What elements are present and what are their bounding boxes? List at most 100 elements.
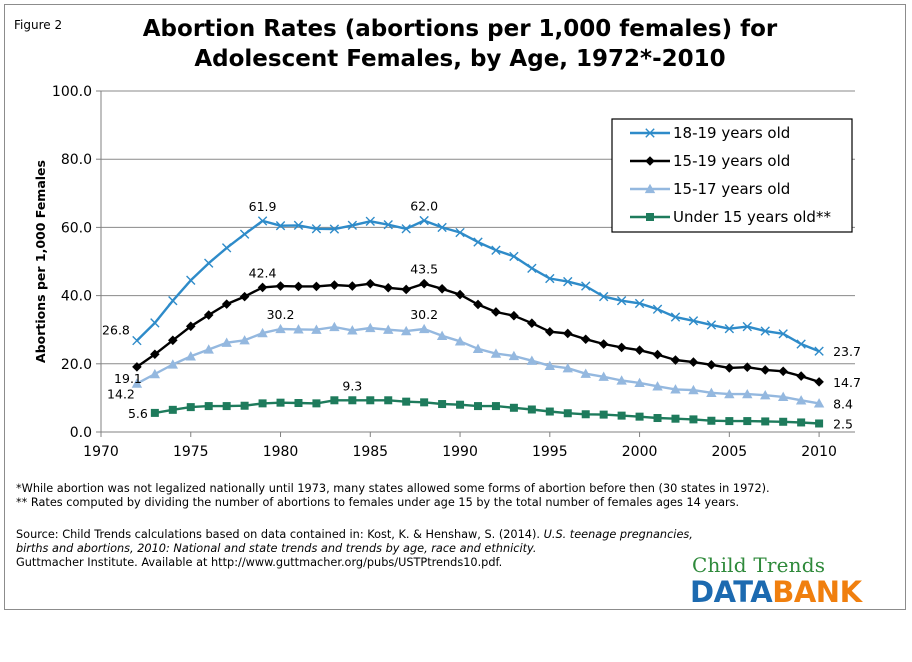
data-point <box>168 405 177 414</box>
data-point <box>742 388 753 399</box>
data-point <box>797 418 806 427</box>
data-point <box>545 326 555 337</box>
data-point <box>365 216 375 226</box>
data-point <box>168 296 178 306</box>
data-point <box>581 410 590 419</box>
y-tick-label: 60.0 <box>61 220 92 236</box>
data-point <box>276 398 285 407</box>
data-point <box>815 419 824 428</box>
legend-marker <box>645 156 655 166</box>
data-point <box>581 281 591 291</box>
data-point <box>347 325 358 335</box>
data-point <box>149 368 161 379</box>
data-point <box>616 342 627 353</box>
data-point <box>400 325 412 336</box>
data-point <box>707 416 716 425</box>
data-point <box>401 224 411 234</box>
data-label: 5.6 <box>128 406 148 421</box>
data-point <box>348 396 357 405</box>
data-point <box>456 400 465 409</box>
source-prefix: Source: Child Trends calculations based … <box>16 528 544 541</box>
data-point <box>150 349 160 360</box>
data-point <box>474 402 482 411</box>
data-label: 9.3 <box>342 378 362 393</box>
data-point <box>203 344 214 354</box>
series-18-19-years-old-line <box>136 219 820 353</box>
data-point <box>454 336 466 346</box>
data-point <box>473 299 483 310</box>
legend-marker <box>645 128 655 138</box>
data-point <box>795 395 807 405</box>
data-point <box>167 359 179 369</box>
line-chart: 0.0 20.0 40.0 60.0 80.0 100.0 1970 1975 1980 1985… <box>33 84 861 460</box>
chart-title-line1: Abortion Rates (abortions per 1,000 fema… <box>142 16 778 42</box>
data-point <box>418 323 430 334</box>
legend-entry-label: Under 15 years old** <box>673 208 831 226</box>
data-point <box>562 328 573 339</box>
data-point <box>185 321 196 332</box>
data-point <box>779 417 788 426</box>
chart-title: Abortion Rates (abortions per 1,000 fema… <box>100 14 820 74</box>
data-point <box>634 345 645 355</box>
data-point <box>437 222 447 233</box>
y-tick-label: 0.0 <box>70 425 92 441</box>
data-point <box>527 263 537 274</box>
data-point <box>743 417 752 426</box>
data-point <box>509 403 518 412</box>
figure-frame <box>4 4 906 610</box>
data-point <box>383 324 394 334</box>
x-tick-label: 1975 <box>173 444 209 460</box>
data-point <box>150 408 159 417</box>
series-15-17-years-old <box>131 321 825 408</box>
data-point <box>401 284 411 295</box>
data-point <box>294 399 303 408</box>
data-point <box>239 335 250 345</box>
data-point <box>545 273 555 284</box>
data-point <box>204 258 214 268</box>
series-18-19-years-old <box>132 215 824 356</box>
data-point <box>383 282 394 293</box>
data-label: 14.7 <box>833 375 861 390</box>
data-point <box>436 330 448 340</box>
data-point <box>796 371 806 381</box>
y-tick-label: 100.0 <box>52 84 92 100</box>
data-label: 23.7 <box>833 344 861 359</box>
data-point <box>293 324 304 334</box>
data-point <box>599 410 608 419</box>
data-point <box>689 415 698 424</box>
data-point <box>490 348 502 358</box>
data-point <box>653 414 662 423</box>
data-point <box>670 384 681 394</box>
data-point <box>724 388 735 399</box>
data-point <box>760 365 771 375</box>
data-point <box>562 363 573 373</box>
series-15-19-years-old-line <box>136 282 820 384</box>
data-point <box>347 220 358 231</box>
data-point <box>455 289 465 300</box>
data-point <box>438 400 447 409</box>
data-point <box>132 335 142 346</box>
data-point <box>527 405 536 414</box>
data-point <box>311 324 322 334</box>
data-point <box>150 318 160 328</box>
data-point <box>221 299 232 309</box>
data-point <box>563 409 572 418</box>
data-label: 30.2 <box>410 307 438 322</box>
data-point <box>131 378 143 388</box>
data-point <box>509 251 519 262</box>
data-point <box>652 304 663 314</box>
data-point <box>544 360 556 371</box>
data-point <box>221 337 232 347</box>
data-point <box>420 398 429 407</box>
logo-databank: DATABANK <box>690 577 890 607</box>
data-point <box>671 414 680 423</box>
y-tick-label: 40.0 <box>61 289 92 305</box>
data-point <box>312 399 321 408</box>
logo-bank: BANK <box>772 575 862 609</box>
data-point <box>311 224 322 234</box>
data-point <box>706 387 717 397</box>
data-point <box>688 357 699 367</box>
legend-marker <box>644 183 656 194</box>
data-point <box>239 291 250 302</box>
data-point <box>688 316 699 326</box>
